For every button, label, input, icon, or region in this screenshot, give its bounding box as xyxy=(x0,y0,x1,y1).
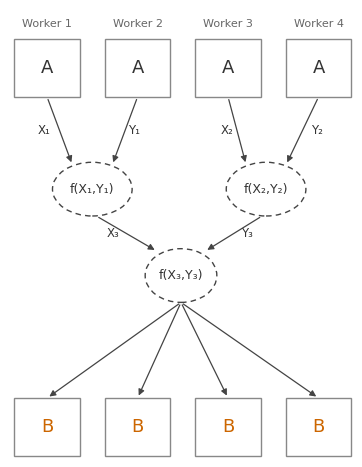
Text: B: B xyxy=(222,418,234,436)
Text: X₃: X₃ xyxy=(107,227,119,240)
FancyBboxPatch shape xyxy=(286,39,351,97)
Text: A: A xyxy=(312,59,325,77)
Text: f(X₃,Y₃): f(X₃,Y₃) xyxy=(159,269,203,282)
Text: X₂: X₂ xyxy=(221,124,233,137)
Text: B: B xyxy=(131,418,144,436)
FancyBboxPatch shape xyxy=(286,398,351,457)
Text: Worker 1: Worker 1 xyxy=(22,19,72,29)
Text: Y₁: Y₁ xyxy=(129,124,140,137)
FancyBboxPatch shape xyxy=(105,398,170,457)
Text: A: A xyxy=(41,59,53,77)
Text: X₁: X₁ xyxy=(38,124,51,137)
FancyBboxPatch shape xyxy=(14,39,80,97)
Text: Y₂: Y₂ xyxy=(311,124,323,137)
Text: B: B xyxy=(312,418,325,436)
Text: f(X₂,Y₂): f(X₂,Y₂) xyxy=(244,183,288,196)
Text: Y₃: Y₃ xyxy=(241,227,253,240)
FancyBboxPatch shape xyxy=(195,398,261,457)
Text: A: A xyxy=(131,59,144,77)
FancyBboxPatch shape xyxy=(105,39,170,97)
Text: B: B xyxy=(41,418,53,436)
Ellipse shape xyxy=(52,162,132,216)
Text: Worker 3: Worker 3 xyxy=(203,19,253,29)
FancyBboxPatch shape xyxy=(195,39,261,97)
Ellipse shape xyxy=(145,248,217,303)
Text: Worker 2: Worker 2 xyxy=(113,19,163,29)
Text: A: A xyxy=(222,59,234,77)
Text: f(X₁,Y₁): f(X₁,Y₁) xyxy=(70,183,114,196)
FancyBboxPatch shape xyxy=(14,398,80,457)
Text: Worker 4: Worker 4 xyxy=(294,19,344,29)
Ellipse shape xyxy=(226,162,306,216)
